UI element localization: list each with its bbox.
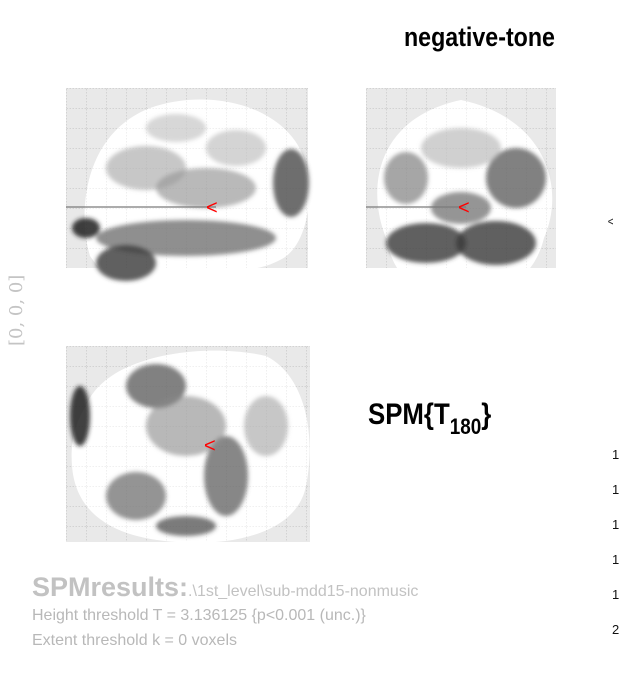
results-header: SPMresults:.\1st_level\sub-mdd15-nonmusi… <box>32 572 418 603</box>
height-threshold: Height threshold T = 3.136125 {p<0.001 (… <box>32 607 366 624</box>
row-number: 2 <box>612 622 620 637</box>
row-number: 1 <box>612 482 620 497</box>
stat-suffix: } <box>481 398 492 431</box>
results-path: .\1st_level\sub-mdd15-nonmusic <box>188 583 419 600</box>
glass-brain-coronal[interactable]: < <box>366 88 566 298</box>
stat-label: SPM{T180} <box>368 398 492 439</box>
extent-threshold: Extent threshold k = 0 voxels <box>32 632 237 649</box>
row-number: 1 <box>612 447 620 462</box>
glass-brain-axial[interactable]: < <box>66 346 314 546</box>
axial-svg: < <box>66 346 310 543</box>
row-number: 1 <box>612 587 620 602</box>
contrast-title: negative-tone <box>404 22 555 52</box>
row-number: 1 <box>612 517 620 532</box>
cursor-marker: < <box>458 197 470 219</box>
row-number: 1 <box>612 552 620 567</box>
stat-prefix: SPM{T <box>368 398 450 431</box>
sagittal-svg: < <box>66 88 310 286</box>
results-label: SPMresults: <box>32 572 189 602</box>
cursor-marker: < <box>204 435 216 457</box>
right-panel-mark: ^ <box>605 218 620 225</box>
coordinate-readout: [0, 0, 0] <box>6 274 27 346</box>
glass-brain-sagittal[interactable]: < <box>66 88 314 298</box>
coronal-svg: < <box>366 88 556 284</box>
cursor-marker: < <box>206 197 218 219</box>
stat-subscript: 180 <box>449 414 482 439</box>
